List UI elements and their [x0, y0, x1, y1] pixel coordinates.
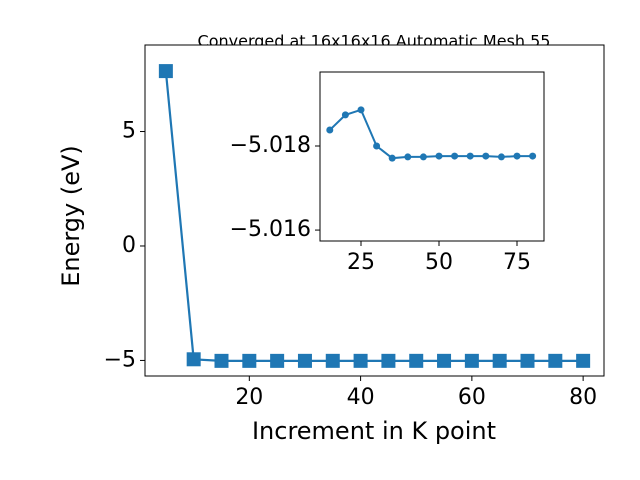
marker	[520, 353, 535, 368]
marker	[325, 353, 340, 368]
marker	[497, 153, 505, 161]
x-tick-label: 25	[347, 250, 375, 275]
x-tick-label: 80	[569, 385, 597, 410]
marker	[529, 152, 537, 160]
x-tick-label: 60	[458, 385, 486, 410]
marker	[242, 353, 257, 368]
marker	[482, 152, 490, 160]
marker	[186, 352, 201, 367]
y-tick-label: −5.016	[230, 217, 311, 242]
marker	[270, 353, 285, 368]
marker	[464, 353, 479, 368]
marker	[326, 126, 334, 134]
x-tick-label: 75	[503, 250, 531, 275]
marker	[357, 106, 365, 114]
marker	[466, 152, 474, 160]
x-tick-label: 40	[347, 385, 375, 410]
marker	[409, 353, 424, 368]
marker	[388, 154, 396, 162]
marker	[297, 353, 312, 368]
series-line	[164, 70, 584, 362]
marker	[437, 353, 452, 368]
y-tick-label: −5.018	[230, 133, 311, 158]
x-tick-label: 20	[235, 385, 263, 410]
marker	[341, 111, 349, 119]
marker	[419, 153, 427, 161]
marker	[381, 353, 396, 368]
y-axis-label: Energy (eV)	[57, 145, 85, 287]
marker	[548, 353, 563, 368]
y-tick-label: 0	[122, 233, 136, 258]
y-tick-label: 5	[122, 119, 136, 144]
marker	[353, 353, 368, 368]
y-tick-label: −5	[104, 347, 136, 372]
marker	[158, 64, 173, 79]
marker	[404, 153, 412, 161]
marker	[492, 353, 507, 368]
marker	[373, 142, 381, 150]
marker	[435, 152, 443, 160]
marker	[576, 353, 591, 368]
x-axis-label: Increment in K point	[252, 417, 496, 445]
marker	[214, 353, 229, 368]
x-tick-label: 50	[425, 250, 453, 275]
marker	[513, 152, 521, 160]
marker	[451, 152, 459, 160]
